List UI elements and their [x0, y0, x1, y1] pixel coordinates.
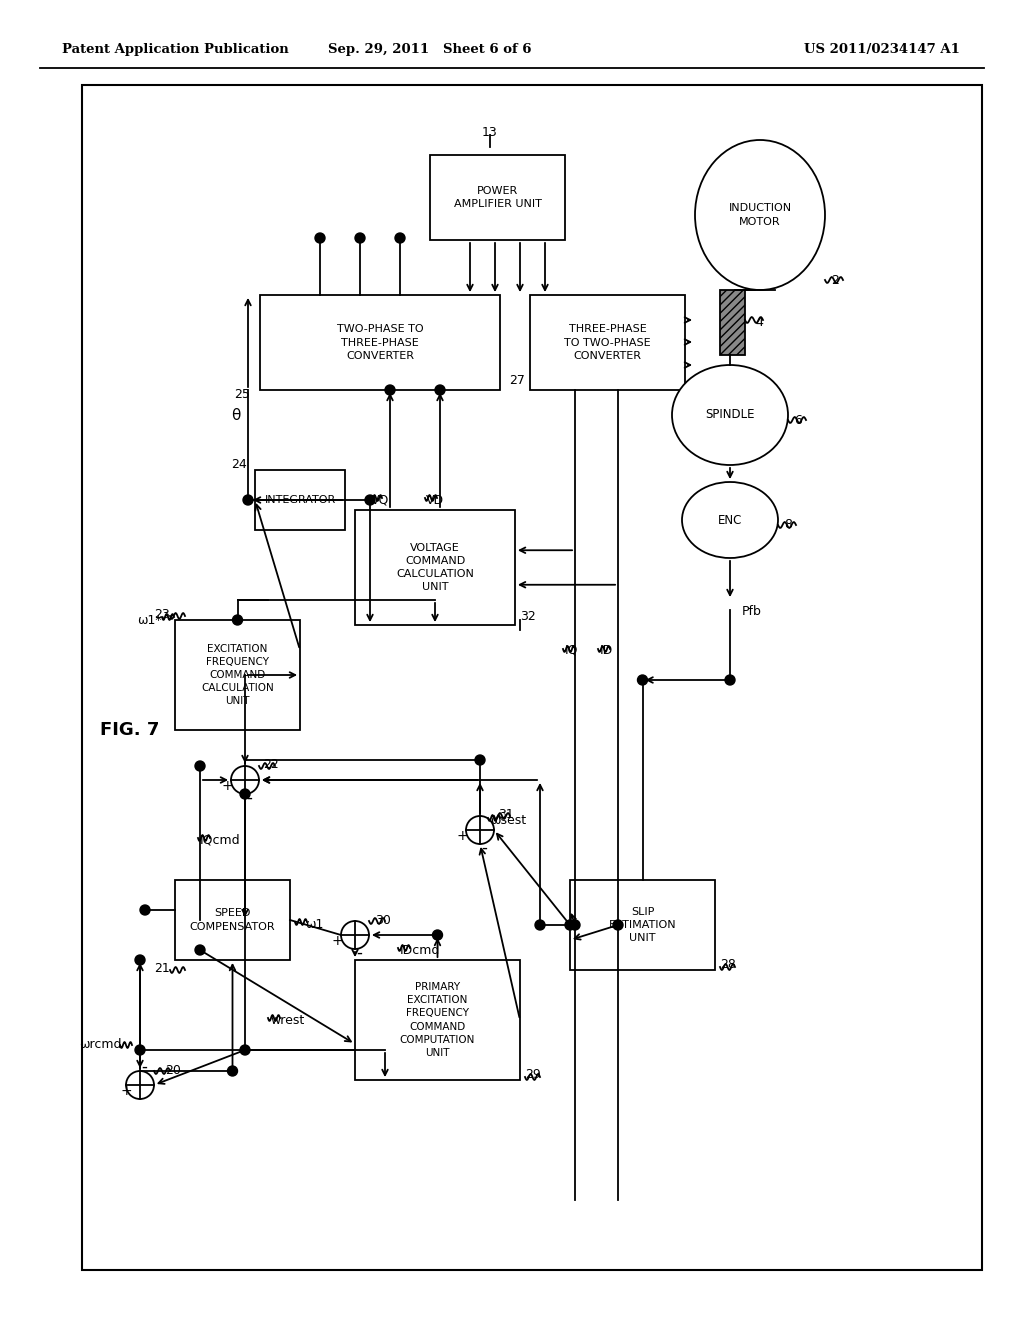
Text: 4: 4: [755, 315, 763, 329]
Circle shape: [435, 385, 445, 395]
Text: 21: 21: [155, 961, 170, 974]
Circle shape: [135, 1045, 145, 1055]
Text: 28: 28: [720, 958, 736, 972]
Text: VOLTAGE
COMMAND
CALCULATION
UNIT: VOLTAGE COMMAND CALCULATION UNIT: [396, 543, 474, 593]
Text: INTEGRATOR: INTEGRATOR: [264, 495, 336, 506]
Ellipse shape: [682, 482, 778, 558]
Text: IQcmd: IQcmd: [200, 833, 241, 846]
Text: +: +: [331, 935, 343, 948]
Text: US 2011/0234147 A1: US 2011/0234147 A1: [804, 44, 961, 57]
Text: SLIP
ESTIMATION
UNIT: SLIP ESTIMATION UNIT: [608, 907, 676, 944]
Circle shape: [535, 920, 545, 931]
Bar: [530, 294, 685, 389]
Circle shape: [725, 675, 735, 685]
Text: SPEED
COMPENSATOR: SPEED COMPENSATOR: [189, 908, 275, 932]
Circle shape: [135, 954, 145, 965]
Bar: [260, 294, 500, 389]
Text: IDcmd: IDcmd: [400, 944, 440, 957]
Circle shape: [432, 931, 442, 940]
Ellipse shape: [695, 140, 825, 290]
Text: 22: 22: [263, 759, 279, 771]
Circle shape: [475, 755, 485, 766]
Circle shape: [355, 234, 365, 243]
Text: THREE-PHASE
TO TWO-PHASE
CONVERTER: THREE-PHASE TO TWO-PHASE CONVERTER: [564, 325, 651, 360]
Text: SPINDLE: SPINDLE: [706, 408, 755, 421]
Circle shape: [395, 234, 406, 243]
Text: IQ: IQ: [565, 644, 579, 656]
Circle shape: [240, 1045, 250, 1055]
Circle shape: [232, 615, 243, 624]
Text: 27: 27: [509, 374, 525, 387]
Text: Pfb: Pfb: [742, 605, 762, 618]
Circle shape: [466, 816, 494, 843]
Circle shape: [195, 945, 205, 954]
Text: 8: 8: [784, 519, 792, 532]
Text: 24: 24: [231, 458, 247, 471]
Text: -: -: [356, 944, 361, 962]
Text: 25: 25: [234, 388, 250, 401]
Text: POWER
AMPLIFIER UNIT: POWER AMPLIFIER UNIT: [454, 186, 542, 209]
Text: ω1*: ω1*: [137, 614, 162, 627]
Circle shape: [365, 495, 375, 506]
Circle shape: [240, 789, 250, 799]
Text: 32: 32: [520, 610, 536, 623]
Bar: [355, 960, 520, 1080]
Bar: [255, 470, 345, 531]
Text: TWO-PHASE TO
THREE-PHASE
CONVERTER: TWO-PHASE TO THREE-PHASE CONVERTER: [337, 325, 423, 360]
Circle shape: [227, 1067, 238, 1076]
Circle shape: [140, 906, 150, 915]
Bar: [430, 154, 565, 240]
Text: INDUCTION
MOTOR: INDUCTION MOTOR: [728, 203, 792, 227]
Text: 13: 13: [481, 127, 498, 140]
Circle shape: [315, 234, 325, 243]
Text: -: -: [246, 789, 252, 807]
Bar: [355, 510, 515, 624]
Text: ωsest: ωsest: [490, 813, 526, 826]
Text: PRIMARY
EXCITATION
FREQUENCY
COMMAND
COMPUTATION
UNIT: PRIMARY EXCITATION FREQUENCY COMMAND COM…: [399, 982, 475, 1059]
Text: VQ: VQ: [371, 494, 389, 507]
Text: θ: θ: [230, 408, 240, 422]
Text: ENC: ENC: [718, 513, 742, 527]
Text: 31: 31: [498, 808, 514, 821]
Text: +: +: [221, 779, 232, 793]
Text: 20: 20: [165, 1064, 181, 1077]
Bar: [82, 84, 982, 1270]
Bar: [175, 620, 300, 730]
Ellipse shape: [672, 366, 788, 465]
Circle shape: [243, 495, 253, 506]
Text: 30: 30: [375, 913, 391, 927]
Bar: [175, 880, 290, 960]
Circle shape: [638, 675, 647, 685]
Polygon shape: [720, 290, 745, 355]
Text: VD: VD: [426, 494, 444, 507]
Circle shape: [613, 920, 623, 931]
Text: ωrcmd: ωrcmd: [80, 1039, 122, 1052]
Text: ω1: ω1: [305, 919, 324, 932]
Bar: [570, 880, 715, 970]
Text: wrest: wrest: [270, 1014, 304, 1027]
Text: +: +: [120, 1084, 132, 1098]
Text: 6: 6: [794, 413, 802, 426]
Circle shape: [341, 921, 369, 949]
Text: 23: 23: [155, 609, 170, 622]
Text: 2: 2: [831, 273, 839, 286]
Text: ID: ID: [600, 644, 613, 656]
Circle shape: [231, 766, 259, 795]
Text: -: -: [141, 1059, 146, 1076]
Circle shape: [126, 1071, 154, 1100]
Circle shape: [565, 920, 575, 931]
Circle shape: [385, 385, 395, 395]
Circle shape: [570, 920, 580, 931]
Text: +: +: [456, 829, 468, 843]
Circle shape: [195, 762, 205, 771]
Text: FIG. 7: FIG. 7: [100, 721, 160, 739]
Text: EXCITATION
FREQUENCY
COMMAND
CALCULATION
UNIT: EXCITATION FREQUENCY COMMAND CALCULATION…: [201, 644, 273, 706]
Text: Patent Application Publication: Patent Application Publication: [62, 44, 289, 57]
Text: -: -: [481, 840, 487, 857]
Text: Sep. 29, 2011   Sheet 6 of 6: Sep. 29, 2011 Sheet 6 of 6: [329, 44, 531, 57]
Text: 29: 29: [525, 1068, 541, 1081]
